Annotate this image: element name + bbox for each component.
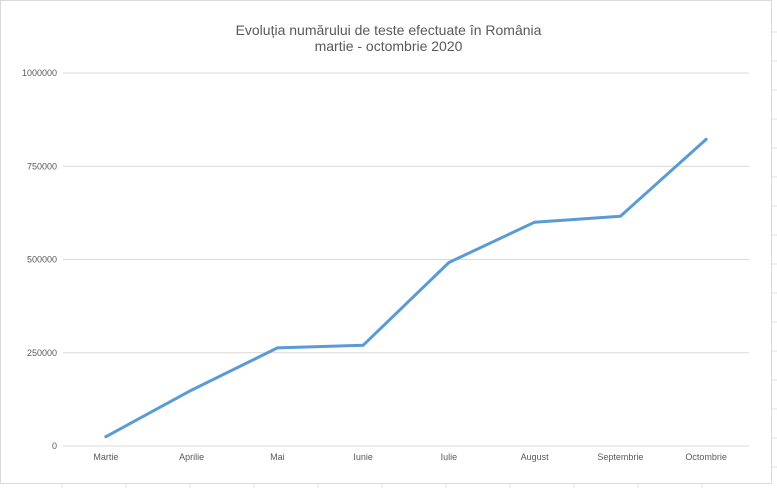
chart-subtitle: martie - octombrie 2020 (314, 38, 463, 54)
data-point[interactable] (704, 137, 708, 141)
x-axis-tick-labels: Martie Aprilie Mai Iunie Iulie August Septembr… (93, 452, 727, 462)
chart-title-block: Evoluția numărului de teste efectuate în… (0, 22, 777, 54)
y-tick-label: 250000 (27, 348, 57, 358)
x-tick-label: Mai (270, 452, 285, 462)
data-point[interactable] (533, 220, 537, 224)
sheet-gridlines (61, 31, 777, 488)
data-point[interactable] (104, 435, 108, 439)
y-gridlines (63, 72, 749, 447)
y-tick-label: 750000 (27, 161, 57, 171)
data-point[interactable] (361, 343, 365, 347)
series-line[interactable] (104, 137, 708, 439)
y-axis-tick-labels: 0 250000 500000 750000 1000000 (22, 68, 57, 451)
x-tick-label: August (521, 452, 550, 462)
x-tick-label: Octombrie (685, 452, 727, 462)
x-tick-label: Iunie (353, 452, 373, 462)
x-tick-label: Martie (93, 452, 118, 462)
y-tick-label: 0 (52, 441, 57, 451)
data-point[interactable] (447, 260, 451, 264)
x-tick-label: Aprilie (179, 452, 204, 462)
series-group (104, 137, 708, 439)
chart-title: Evoluția numărului de teste efectuate în… (235, 22, 542, 38)
x-tick-label: Septembrie (597, 452, 643, 462)
y-tick-label: 500000 (27, 255, 57, 265)
data-point[interactable] (190, 388, 194, 392)
y-tick-label: 1000000 (22, 68, 57, 78)
data-point[interactable] (275, 346, 279, 350)
x-tick-label: Iulie (441, 452, 458, 462)
data-point[interactable] (618, 214, 622, 218)
